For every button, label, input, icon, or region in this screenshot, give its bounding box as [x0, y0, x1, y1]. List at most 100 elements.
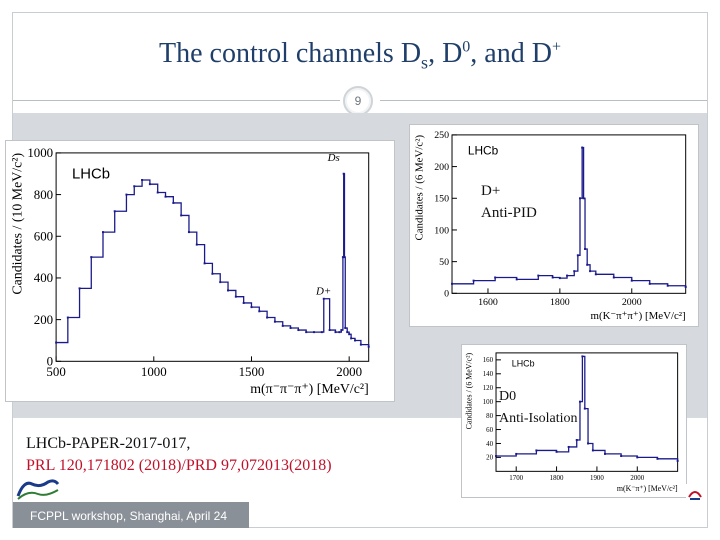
paper-reference: LHCb-PAPER-2017-017, — [26, 435, 191, 452]
dzero-data-point — [515, 452, 518, 455]
title-mid2: , and D — [470, 38, 552, 69]
dplus-data-point — [648, 282, 651, 285]
dzero-data-point — [567, 445, 570, 448]
ds-data-point — [227, 289, 230, 292]
dplus-selection-label: Anti-PID — [481, 205, 537, 221]
dzero-channel-label: D0 — [499, 389, 517, 404]
ds-y-tick-label: 1000 — [27, 146, 53, 160]
ds-data-point — [322, 297, 325, 300]
dplus-mass-plot: 1600 1800 2000 0 50 100 150 200 250 LHCb m(K⁻π⁺π⁺)… — [409, 124, 699, 327]
ds-data-point — [342, 172, 345, 175]
dplus-data-point — [586, 263, 589, 266]
ds-peak-label: Ds — [327, 152, 340, 164]
ds-data-point — [350, 337, 353, 340]
dplus-data-point — [594, 273, 597, 276]
dplus-mass-plot-svg: 1600 1800 2000 0 50 100 150 200 250 LHCb m(K⁻π⁺π⁺)… — [413, 130, 687, 322]
page-number-badge: 9 — [343, 86, 373, 116]
dplus-data-point — [494, 276, 497, 279]
ds-data-point — [234, 295, 237, 298]
dzero-axes-frame — [495, 352, 679, 472]
dzero-mass-plot-svg: 1700 1800 1900 2000 20 40 60 80 100 120 140 160 LHCb… — [464, 352, 679, 493]
ds-data-point — [344, 326, 347, 329]
ds-y-axis-label: Candidates / (10 MeV/c²) — [10, 153, 25, 295]
dzero-data-point — [575, 438, 578, 441]
ds-data-point — [90, 256, 93, 259]
ds-x-tick-label: 1500 — [239, 365, 265, 379]
ds-data-point — [250, 306, 253, 309]
ds-series-line — [56, 173, 370, 347]
ds-data-point — [203, 262, 206, 265]
ds-data-point — [334, 331, 337, 334]
ds-data-point — [346, 331, 349, 334]
dplus-data-point — [576, 254, 579, 257]
dplus-data-point — [582, 197, 585, 200]
dplus-x-tick-label: 1800 — [550, 297, 570, 308]
dzero-data-point — [620, 455, 623, 457]
dzero-x-tick-label: 1700 — [509, 475, 523, 482]
ds-data-point — [164, 195, 167, 198]
ds-x-axis-label: m(π⁻π⁻π⁺) [MeV/c²] — [250, 382, 368, 397]
dplus-data-point — [537, 274, 540, 277]
ds-data-point — [348, 333, 351, 336]
dzero-x-axis-label: m(K⁻π⁺) [MeV/c²] — [617, 484, 678, 493]
ds-mass-plot: 500 1000 1500 2000 0 200 400 600 800 1000 LHCb m(π⁻… — [5, 140, 395, 402]
dzero-x-tick-label: 1800 — [550, 475, 564, 482]
dplus-data-point — [573, 270, 576, 273]
title-sub: s — [421, 52, 429, 73]
dplus-data-point — [581, 146, 584, 149]
dplus-data-point — [666, 284, 669, 287]
dplus-y-tick-label: 250 — [434, 130, 449, 141]
ds-data-point — [338, 331, 341, 334]
ds-data-point — [55, 341, 58, 344]
dzero-data-point — [636, 456, 639, 459]
ds-data-point — [367, 345, 370, 348]
ds-data-point — [141, 179, 144, 181]
dzero-y-tick-label: 40 — [486, 441, 493, 448]
dzero-data-point — [535, 449, 538, 452]
ds-data-point — [359, 343, 362, 346]
ds-data-point — [281, 324, 284, 327]
dzero-y-tick-label: 100 — [483, 399, 494, 406]
dzero-data-point — [581, 355, 584, 358]
ds-data-point — [195, 243, 198, 246]
ds-data-point — [341, 256, 344, 259]
institution-corner-logo-icon — [686, 484, 704, 502]
ds-axes-frame — [55, 152, 370, 362]
ds-data-point — [258, 310, 261, 313]
dplus-channel-label: D+ — [481, 183, 501, 199]
ds-y-tick-label: 400 — [34, 271, 53, 285]
dzero-y-tick-label: 20 — [486, 455, 493, 462]
dzero-data-point — [578, 400, 581, 403]
dplus-x-axis-label: m(K⁻π⁺π⁺) [MeV/c²] — [591, 310, 686, 322]
dzero-data-point — [555, 450, 558, 453]
title-text: The control channels D — [159, 38, 422, 69]
dplus-y-tick-label: 100 — [434, 225, 449, 236]
dplus-data-point — [579, 197, 581, 200]
journal-reference[interactable]: PRL 120,171802 (2018)/PRD 97,072013(2018… — [26, 457, 332, 474]
dplus-data-point — [612, 276, 615, 279]
ds-data-point — [266, 316, 269, 319]
ds-data-point — [133, 185, 136, 188]
footer-text: FCPPL workshop, Shanghai, April 24 — [30, 509, 227, 523]
dplus-data-point — [472, 279, 475, 282]
ds-data-point — [313, 331, 315, 334]
footer-bar — [13, 502, 249, 528]
dplus-data-point — [589, 270, 592, 273]
dzero-x-tick-label: 1900 — [590, 475, 604, 482]
dplus-data-point — [515, 278, 518, 281]
ds-data-point — [320, 331, 323, 334]
ds-y-tick-label: 200 — [34, 313, 53, 327]
ds-x-tick-label: 1000 — [141, 365, 167, 379]
dplus-data-point — [684, 285, 687, 288]
dzero-y-tick-label: 140 — [483, 371, 494, 378]
ds-data-point — [354, 339, 357, 342]
ds-data-point — [343, 256, 346, 259]
dzero-series-line — [496, 355, 679, 461]
ds-data-point — [297, 329, 300, 332]
dzero-data-point — [591, 449, 594, 452]
dplus-series-line — [452, 146, 687, 287]
dplus-y-tick-label: 50 — [439, 257, 449, 268]
ds-data-point — [172, 201, 175, 204]
ds-x-tick-label: 500 — [46, 365, 65, 379]
title-mid: , D — [428, 38, 463, 69]
